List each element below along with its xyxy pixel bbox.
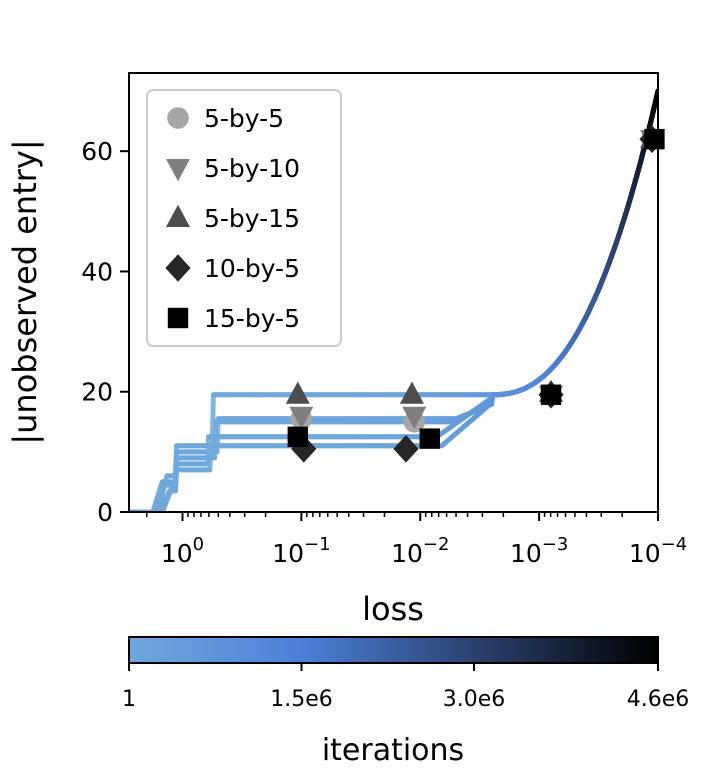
x-tick-label: 10−3 (510, 534, 568, 568)
trajectory-segment-15-by-5 (175, 464, 176, 488)
legend-label-5-by-10: 5-by-10 (204, 154, 300, 183)
legend-label-5-by-5: 5-by-5 (204, 104, 284, 133)
legend-label-15-by-5: 15-by-5 (204, 304, 300, 333)
colorbar: 1 1.5e6 3.0e6 4.6e6 iterations (122, 637, 689, 768)
x-tick-label: 10−4 (629, 534, 687, 568)
x-axis-title: loss (362, 590, 424, 628)
y-axis-ticks: 0 20 40 60 (81, 137, 129, 527)
legend-marker-15-by-5 (168, 308, 188, 328)
legend-label-5-by-15: 5-by-15 (204, 204, 300, 233)
y-tick-label: 40 (81, 257, 113, 286)
colorbar-tick-label: 4.6e6 (627, 687, 690, 712)
legend-label-10-by-5: 10-by-5 (204, 254, 300, 283)
colorbar-gradient (129, 637, 658, 663)
colorbar-tick-label: 3.0e6 (443, 687, 506, 712)
marker-15-by-5-3 (644, 129, 664, 149)
colorbar-title: iterations (322, 733, 464, 768)
y-tick-label: 20 (81, 378, 113, 407)
x-tick-label: 10−2 (391, 534, 449, 568)
marker-15-by-5-2 (541, 385, 561, 405)
colorbar-tick-label: 1.5e6 (270, 687, 333, 712)
y-axis-title: |unobserved entry| (6, 139, 44, 444)
legend-marker-5-by-5 (167, 107, 189, 129)
y-tick-label: 60 (81, 137, 113, 166)
marker-15-by-5-0 (288, 427, 308, 447)
legend: 5-by-5 5-by-10 5-by-15 10-by-5 15-by-5 (147, 90, 341, 346)
x-tick-label: 10−1 (272, 534, 330, 568)
x-axis-ticks: 100 10−1 10−2 10−3 10−4 (147, 512, 687, 568)
x-tick-label: 100 (161, 534, 204, 568)
trajectory-segment-15-by-5 (208, 437, 209, 464)
y-tick-label: 0 (97, 498, 113, 527)
colorbar-tick-label: 1 (122, 687, 136, 712)
marker-15-by-5-1 (420, 428, 440, 448)
